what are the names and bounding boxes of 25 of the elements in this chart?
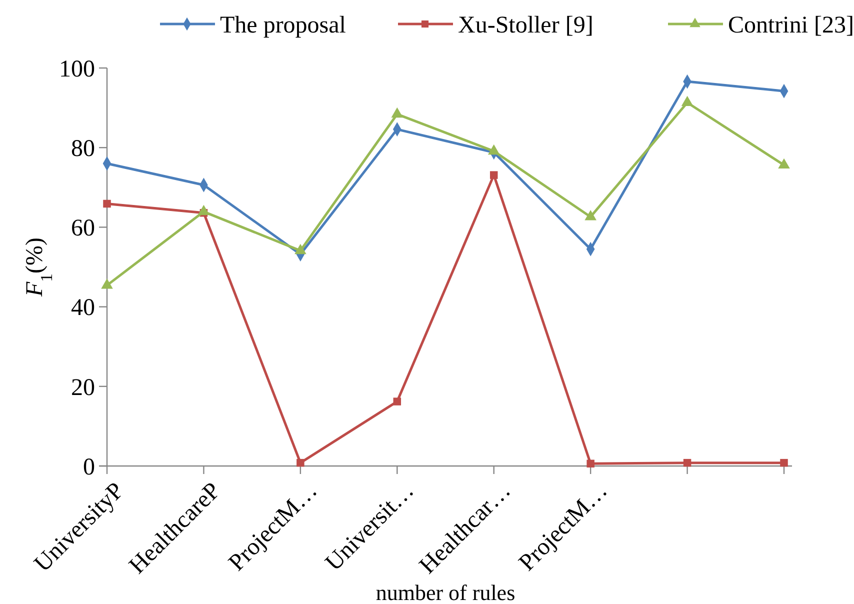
point	[296, 458, 304, 467]
y-tick-label: 40	[71, 295, 95, 322]
point	[488, 144, 500, 155]
point	[294, 244, 306, 254]
point	[101, 278, 113, 289]
y-tick-label: 80	[71, 136, 95, 162]
point	[584, 210, 596, 220]
y-tick-label: 0	[83, 454, 95, 480]
legend-label: Contrini [23]	[728, 12, 854, 38]
point	[490, 171, 498, 179]
y-tick-label: 20	[71, 374, 95, 401]
point	[198, 204, 210, 216]
point	[683, 458, 692, 467]
y-tick-label: 100	[59, 56, 95, 82]
point	[391, 107, 404, 118]
point	[681, 96, 694, 106]
point	[103, 200, 111, 208]
point	[780, 458, 788, 467]
y-tick-label: 60	[71, 216, 95, 242]
x-axis-title: number of rules	[376, 580, 516, 604]
legend-label: The proposal	[220, 12, 346, 38]
point	[393, 398, 402, 406]
point	[778, 158, 790, 169]
legend-label: Xu-Stoller [9]	[458, 12, 594, 38]
point	[586, 460, 594, 468]
